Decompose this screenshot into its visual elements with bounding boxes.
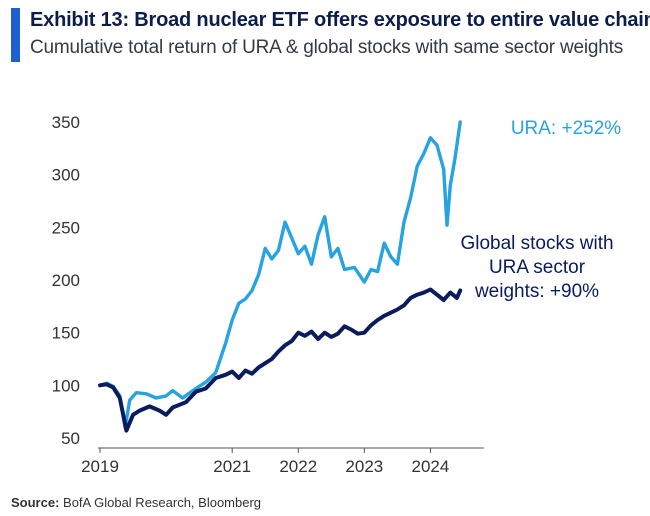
x-tick-label: 2023 (345, 457, 383, 476)
y-tick-label: 150 (52, 324, 80, 343)
x-axis: 2019 2021 2022 2023 2024 (81, 447, 484, 476)
y-axis: 50 100 150 200 250 300 350 (52, 113, 80, 448)
x-tick-label: 2021 (213, 457, 251, 476)
accent-bar (11, 8, 20, 62)
source-text: BofA Global Research, Bloomberg (63, 495, 262, 510)
series-line-ura (98, 120, 462, 430)
series-line-global (98, 287, 463, 433)
y-tick-label: 100 (52, 376, 80, 395)
x-tick-label: 2019 (81, 457, 119, 476)
chart-subtitle: Cumulative total return of URA & global … (30, 37, 624, 58)
annotation-global: weights: +90% (474, 281, 599, 302)
x-tick-label: 2024 (412, 457, 450, 476)
y-tick-label: 250 (52, 218, 80, 237)
y-tick-label: 350 (52, 113, 80, 132)
x-tick-label: 2022 (279, 457, 317, 476)
annotation-ura: URA: +252% (511, 118, 621, 139)
y-tick-label: 300 (52, 166, 80, 185)
annotations: URA: +252% Global stocks with URA sector we… (460, 118, 621, 302)
chart-title: Exhibit 13: Broad nuclear ETF offers exp… (30, 9, 650, 31)
series-layer (98, 120, 463, 433)
y-tick-label: 50 (61, 429, 80, 448)
source-label: Source: (11, 495, 60, 510)
annotation-global: Global stocks with (460, 233, 613, 254)
y-tick-label: 200 (52, 271, 80, 290)
annotation-global: URA sector (489, 257, 586, 278)
source-note: Source: BofA Global Research, Bloomberg (11, 495, 261, 510)
